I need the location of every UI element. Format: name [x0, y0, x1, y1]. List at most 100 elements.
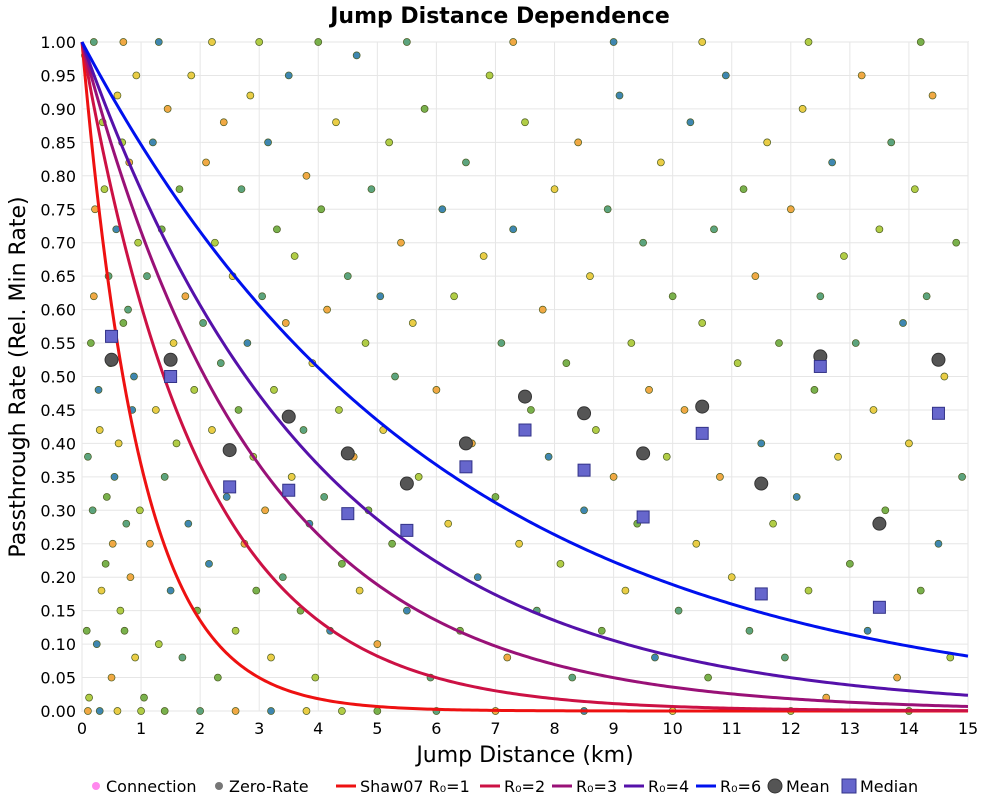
- data-point: [85, 693, 93, 702]
- data-point: [680, 406, 689, 414]
- y-tick-label: 0.85: [40, 133, 76, 152]
- data-point: [798, 105, 807, 113]
- data-point: [267, 707, 275, 715]
- data-point: [338, 559, 346, 568]
- legend-label: Connection: [106, 777, 197, 796]
- y-tick-labels: 0.00 0.05 0.10 0.15 0.20 0.25 0.30 0.35 0.40 0.45…: [40, 33, 76, 721]
- data-point: [284, 71, 293, 80]
- data-point: [258, 292, 267, 301]
- data-point: [899, 319, 907, 327]
- data-point: [314, 38, 323, 46]
- data-point: [231, 626, 240, 635]
- data-point: [958, 473, 966, 481]
- data-point: [586, 272, 594, 280]
- data-point: [373, 707, 382, 715]
- mean-marker: [340, 446, 355, 461]
- y-tick-label: 0.60: [40, 301, 76, 320]
- data-point: [108, 539, 117, 548]
- x-tick-label: 3: [254, 719, 264, 738]
- data-point: [875, 225, 884, 234]
- curve-line: [80, 41, 969, 658]
- data-point: [163, 105, 172, 113]
- x-tick-label: 10: [662, 719, 682, 738]
- data-point: [615, 91, 624, 100]
- median-marker: [931, 406, 945, 420]
- data-point: [574, 138, 583, 147]
- median-marker: [459, 460, 473, 474]
- data-point: [323, 305, 331, 314]
- data-point: [657, 158, 665, 167]
- x-tick-label: 7: [490, 719, 500, 738]
- y-tick-label: 0.80: [40, 167, 76, 186]
- data-point: [668, 292, 677, 301]
- data-point: [261, 506, 269, 515]
- median-marker: [754, 587, 768, 601]
- data-point: [299, 426, 308, 434]
- data-point: [149, 138, 157, 147]
- data-point: [881, 506, 890, 515]
- mean-marker: [636, 446, 651, 461]
- data-point: [264, 138, 272, 147]
- data-point: [893, 673, 901, 682]
- data-point: [302, 171, 311, 180]
- data-point: [281, 319, 290, 327]
- median-marker: [223, 480, 237, 494]
- data-point: [727, 573, 736, 582]
- mean-marker: [872, 516, 887, 531]
- y-tick-label: 0.95: [40, 66, 76, 85]
- data-point: [205, 559, 213, 568]
- data-point: [267, 653, 275, 662]
- x-tick-label: 6: [431, 719, 441, 738]
- legend-item: Zero-Rate: [215, 777, 309, 796]
- y-tick-label: 0.45: [40, 401, 76, 420]
- data-point: [769, 519, 777, 528]
- data-point: [107, 673, 116, 682]
- data-point: [320, 493, 329, 501]
- median-marker: [872, 600, 886, 614]
- legend-item: R₀=3: [552, 777, 617, 796]
- mean-marker: [577, 406, 592, 421]
- model-curves: [80, 41, 969, 713]
- x-tick-label: 1: [136, 719, 146, 738]
- data-point: [556, 559, 565, 568]
- median-marker: [400, 523, 414, 537]
- data-point: [544, 452, 553, 461]
- data-point: [432, 386, 441, 394]
- data-point: [166, 586, 175, 595]
- data-point: [187, 71, 196, 80]
- x-tick-label: 13: [840, 719, 860, 738]
- data-point: [214, 673, 222, 682]
- data-point: [231, 707, 240, 715]
- legend-label: R₀=3: [576, 777, 617, 796]
- data-point: [92, 640, 101, 648]
- data-point: [181, 292, 190, 301]
- median-marker: [518, 423, 532, 437]
- x-tick-label: 11: [722, 719, 742, 738]
- data-point: [175, 185, 184, 194]
- data-point: [367, 185, 376, 194]
- data-point: [509, 38, 518, 46]
- data-point: [804, 586, 813, 595]
- data-point: [698, 319, 707, 327]
- data-point: [94, 386, 103, 394]
- data-point: [645, 386, 653, 394]
- data-point: [674, 606, 683, 615]
- data-point: [444, 519, 453, 528]
- data-point: [246, 91, 255, 100]
- legend-symbol: [767, 778, 783, 794]
- data-point: [137, 707, 145, 715]
- data-point: [940, 372, 949, 381]
- data-point: [757, 439, 766, 448]
- curve-line: [80, 41, 969, 697]
- curve-line: [80, 41, 969, 713]
- data-point: [651, 653, 659, 662]
- data-point: [373, 640, 382, 648]
- mean-marker: [695, 399, 710, 414]
- data-point: [403, 606, 411, 615]
- data-point: [408, 319, 417, 327]
- data-point: [698, 38, 707, 46]
- data-point: [114, 439, 123, 448]
- x-tick-label: 14: [899, 719, 919, 738]
- data-point: [804, 38, 813, 46]
- data-point: [143, 272, 151, 280]
